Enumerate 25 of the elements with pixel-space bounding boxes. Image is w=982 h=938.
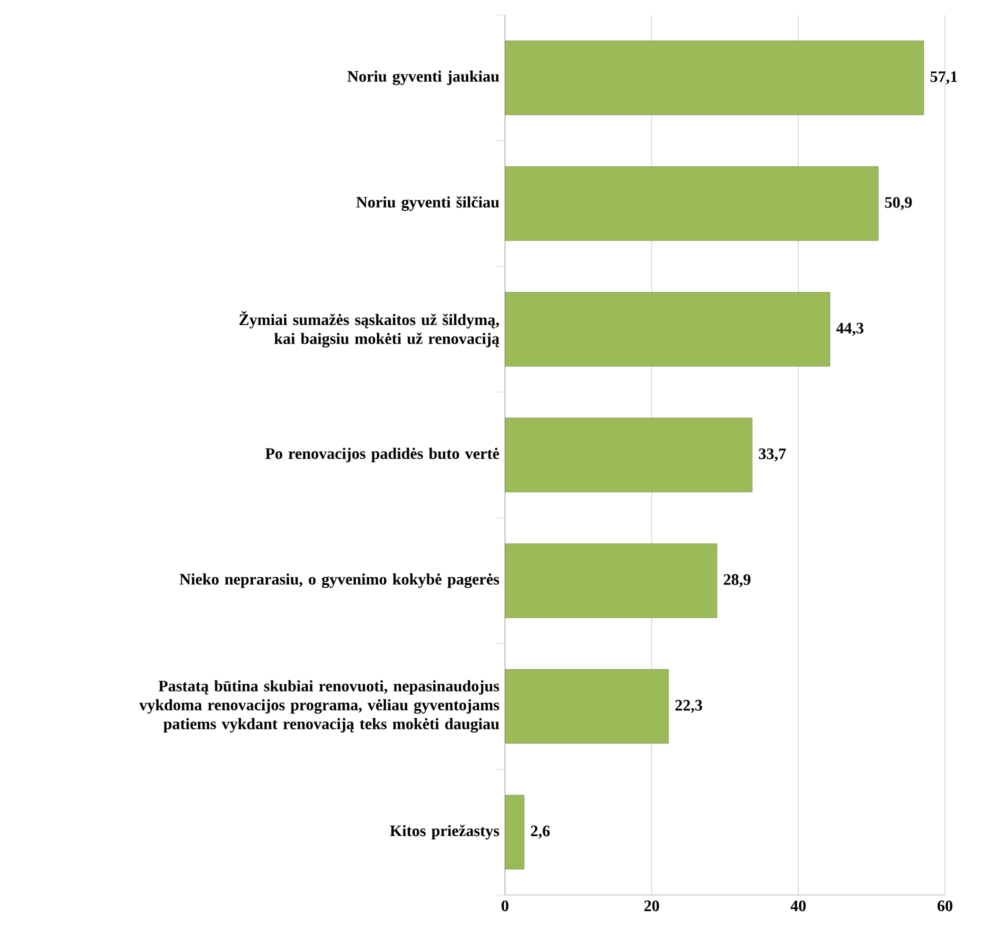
bar [504, 40, 924, 116]
data-label: 22,3 [675, 700, 702, 713]
data-label: 28,9 [724, 574, 750, 588]
data-label: 2,6 [530, 826, 550, 839]
x-tick-label: 60 [938, 900, 952, 912]
y-tick-label: Pastatą būtina skubiai renovuoti, nepasinaudojus vykdoma renovacijos programa, vėliau gyventojams patiems vykdant renovaciją teks mokėti daugiau [139, 680, 500, 733]
bar [504, 418, 752, 492]
data-label: 44,3 [836, 322, 864, 336]
bar [504, 794, 524, 870]
bar [504, 292, 830, 366]
data-label: 50,9 [885, 197, 912, 210]
y-tick-label: Kitos priežastys [390, 824, 500, 840]
data-label: 57,1 [930, 71, 957, 84]
y-tick-label: Nieko neprarasiu, o gyvenimo kokybė pagerės [180, 573, 500, 588]
y-tick-label: Po renovacijos padidės buto vertė [265, 448, 500, 462]
x-tick-label: 40 [790, 900, 806, 912]
bar [504, 669, 669, 744]
y-tick-label: Noriu gyventi jaukiau [347, 70, 500, 86]
y-tick-label: Noriu gyventi šilčiau [356, 196, 500, 211]
x-tick-label: 20 [644, 900, 660, 912]
bar [504, 544, 718, 618]
y-tick-label: Žymiai sumažės sąskaitos už šildymą, kai baigsiu mokėti už renovaciją [239, 311, 500, 348]
x-tick-label: 0 [502, 900, 508, 912]
bar [504, 166, 878, 241]
data-label: 33,7 [758, 448, 786, 462]
